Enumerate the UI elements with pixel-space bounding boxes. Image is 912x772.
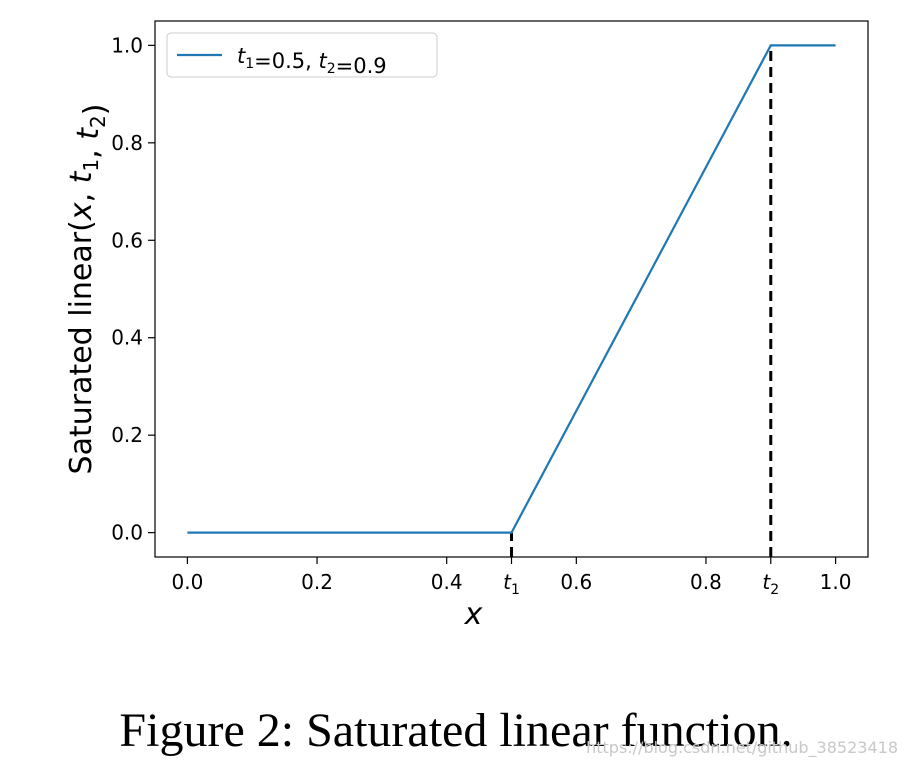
x-tick-label: 1.0	[820, 570, 852, 594]
figure-caption: Figure 2: Saturated linear function.	[119, 704, 793, 757]
x-tick-label: 0.8	[690, 570, 722, 594]
x-tick-label: t1	[503, 570, 520, 598]
y-axis-label: Saturated linear(x, t1, t2)	[64, 104, 113, 475]
y-tick-label: 0.6	[111, 228, 143, 252]
legend-label: t1=0.5, t2=0.9	[237, 44, 387, 78]
x-tick-label: 0.6	[560, 570, 592, 594]
legend-box	[166, 32, 438, 78]
plot-frame	[154, 20, 869, 558]
y-tick-label: 1.0	[111, 33, 143, 57]
x-axis-label: x	[464, 597, 483, 632]
x-tick-label: t2	[762, 570, 779, 598]
y-tick-label: 0.2	[111, 423, 143, 447]
y-tick-label: 0.0	[111, 521, 143, 545]
y-tick-label: 0.8	[111, 131, 143, 155]
x-tick-label: 0.4	[431, 570, 463, 594]
x-tick-label: 0.2	[301, 570, 333, 594]
series-line	[187, 44, 836, 534]
x-tick-label: 0.0	[172, 570, 204, 594]
watermark: https://blog.csdn.net/github_38523418	[586, 738, 898, 757]
y-tick-label: 0.4	[111, 326, 143, 350]
